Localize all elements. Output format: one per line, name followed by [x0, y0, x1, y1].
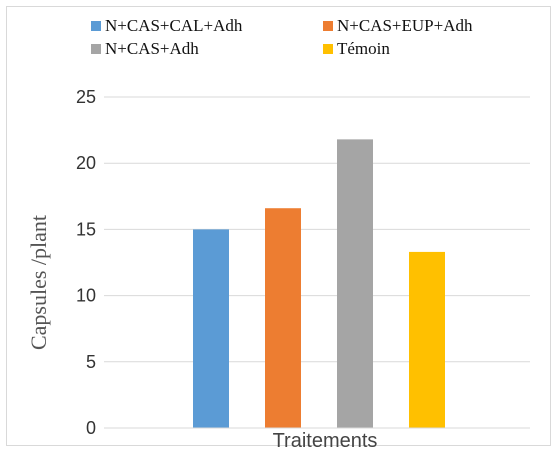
y-axis-title: Capsules /plant [26, 215, 51, 350]
x-axis-title: Traitements [273, 430, 378, 452]
y-tick-label: 25 [76, 87, 96, 107]
legend-swatch [91, 44, 101, 54]
y-tick-label: 10 [76, 286, 96, 306]
y-tick-label: 5 [86, 352, 96, 372]
bar-3 [337, 139, 373, 429]
bar-2 [265, 208, 301, 428]
legend-label: N+CAS+EUP+Adh [337, 16, 473, 35]
legend-swatch [323, 44, 333, 54]
bar-4 [409, 251, 445, 428]
legend-swatch [323, 21, 333, 31]
y-tick-label: 15 [76, 219, 96, 239]
y-axis-ticks: 0 5 10 15 20 25 [76, 87, 96, 438]
legend-label: Témoin [337, 39, 390, 58]
gridlines [104, 96, 530, 363]
legend: N+CAS+CAL+Adh N+CAS+EUP+Adh N+CAS+Adh Témoi… [91, 16, 473, 58]
y-tick-label: 0 [86, 418, 96, 438]
legend-swatch [91, 21, 101, 31]
bars [193, 139, 445, 429]
bar-1 [193, 229, 229, 428]
legend-label: N+CAS+CAL+Adh [105, 16, 243, 35]
y-tick-label: 20 [76, 153, 96, 173]
legend-label: N+CAS+Adh [105, 39, 199, 58]
